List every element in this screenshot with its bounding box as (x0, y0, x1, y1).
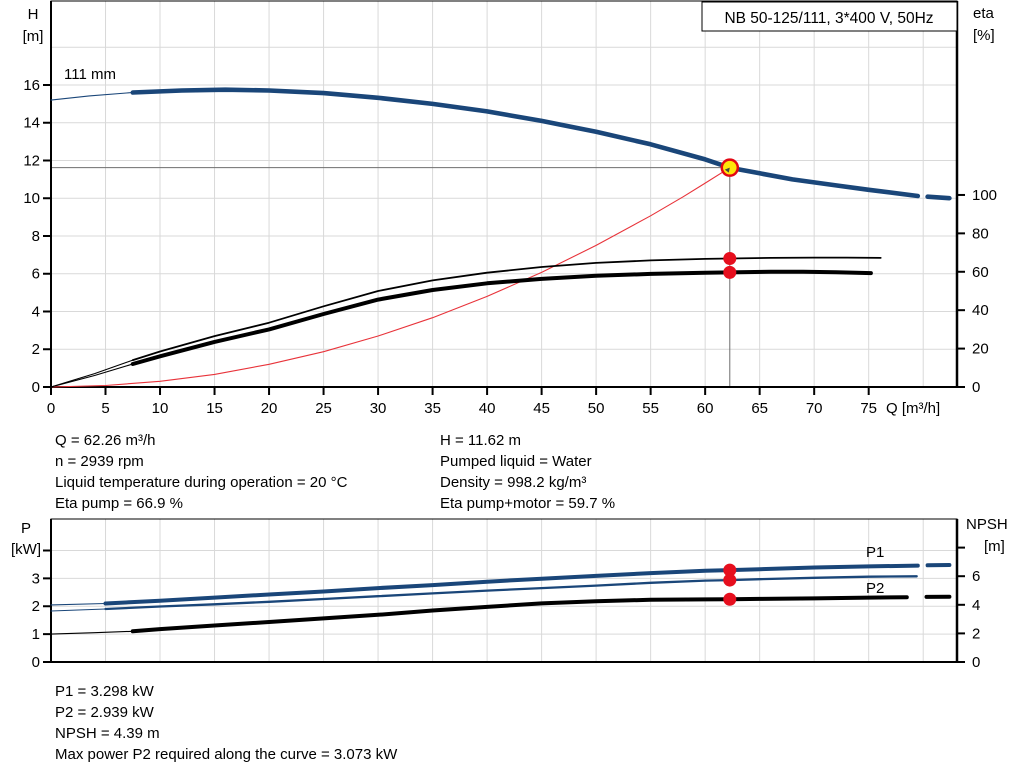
power-readout: P1 = 3.298 kW P2 = 2.939 kW NPSH = 4.39 … (55, 681, 397, 765)
npsh-axis-unit: [m] (984, 538, 1005, 555)
p-axis-label: P (21, 520, 31, 537)
readout-speed: n = 2939 rpm (55, 453, 144, 470)
left-tick-label: 12 (23, 152, 40, 169)
npsh-point (723, 592, 737, 606)
x-tick-label: 20 (261, 400, 278, 417)
left-tick-label: 6 (32, 266, 40, 283)
right-tick-label: 80 (972, 225, 989, 242)
right-tick-label: 4 (972, 597, 980, 614)
eta-pump-motor-lead (50, 363, 134, 388)
p2-curve (104, 575, 918, 611)
right-tick-label: 40 (972, 302, 989, 319)
right-tick-label: 20 (972, 341, 989, 358)
npsh-lead (50, 630, 134, 635)
q-axis-label: Q [m³/h] (886, 400, 940, 417)
right-tick-label: 100 (972, 187, 997, 204)
head-curve-lead (50, 91, 134, 101)
x-tick-label: 10 (152, 400, 169, 417)
left-tick-label: 0 (32, 654, 40, 671)
left-tick-label: 16 (23, 77, 40, 94)
p1-point (723, 563, 737, 577)
right-tick-label: 60 (972, 264, 989, 281)
left-tick-label: 1 (32, 626, 40, 643)
p-axis-unit: [kW] (11, 541, 41, 558)
readout-q: Q = 62.26 m³/h (55, 432, 156, 449)
head-curve-tail (925, 194, 952, 201)
eta-pump-curve (131, 256, 882, 362)
chart-title-box (701, 1, 958, 32)
eta-pump-motor-point (723, 265, 737, 279)
left-tick-label: 8 (32, 228, 40, 245)
system-curve (50, 167, 731, 388)
eta-axis-unit: [%] (973, 27, 995, 44)
left-tick-label: 3 (32, 570, 40, 587)
left-tick-label: 2 (32, 341, 40, 358)
duty-readout-left: Q = 62.26 m³/h n = 2939 rpm Liquid tempe… (55, 430, 347, 514)
readout-npsh: NPSH = 4.39 m (55, 725, 160, 742)
right-tick-label: 2 (972, 625, 980, 642)
readout-density: Density = 998.2 kg/m³ (440, 474, 587, 491)
eta-pump-lead (50, 359, 134, 388)
readout-p2: P2 = 2.939 kW (55, 704, 154, 721)
x-tick-label: 70 (806, 400, 823, 417)
x-tick-label: 35 (424, 400, 441, 417)
right-tick-label: 6 (972, 568, 980, 585)
left-tick-label: 14 (23, 115, 40, 132)
left-tick-label: 4 (32, 303, 40, 320)
p2-lead (50, 608, 107, 612)
x-tick-label: 0 (47, 400, 55, 417)
impeller-diameter-label: 111 mm (64, 66, 116, 83)
readout-pumped-liquid: Pumped liquid = Water (440, 453, 592, 470)
x-tick-label: 45 (533, 400, 550, 417)
x-tick-label: 40 (479, 400, 496, 417)
x-tick-label: 5 (101, 400, 109, 417)
x-tick-label: 15 (206, 400, 223, 417)
head-curve-111mm (130, 87, 921, 199)
left-tick-label: 0 (32, 379, 40, 396)
eta-pump-motor-curve (130, 269, 873, 366)
x-tick-label: 60 (697, 400, 714, 417)
duty-readout-right: H = 11.62 m Pumped liquid = Water Densit… (440, 430, 615, 514)
p2-point (723, 573, 737, 587)
eta-axis-label: eta (973, 5, 995, 22)
npsh-axis-label: NPSH (966, 516, 1008, 533)
x-tick-label: 50 (588, 400, 605, 417)
p1-lead (50, 602, 107, 606)
plot-frame (50, 0, 958, 388)
x-tick-label: 25 (315, 400, 332, 417)
p1-curve (103, 563, 920, 606)
x-tick-label: 55 (642, 400, 659, 417)
head-efficiency-chart: 0 2 4 6 8 10 12 14 16 0 20 40 60 80 100 0 5 10 15 20 25 30 35 4… (23, 0, 997, 417)
right-tick-label: 0 (972, 379, 980, 396)
duty-point-mark (724, 167, 730, 173)
chart-title: NB 50-125/111, 3*400 V, 50Hz (724, 10, 933, 27)
readout-eta-pump: Eta pump = 66.9 % (55, 495, 183, 512)
h-axis-label: H (28, 6, 39, 23)
p1-curve-label: P1 (866, 544, 884, 561)
left-tick-label: 10 (23, 190, 40, 207)
left-tick-label: 2 (32, 598, 40, 615)
readout-liquid-temp: Liquid temperature during operation = 20… (55, 474, 348, 491)
p2-curve-label: P2 (866, 580, 884, 597)
x-tick-label: 30 (370, 400, 387, 417)
readout-max-p2: Max power P2 required along the curve = … (55, 746, 398, 763)
npsh-curve (130, 595, 909, 634)
x-tick-label: 65 (751, 400, 768, 417)
power-npsh-chart: 0 1 2 3 0 2 4 6 (32, 518, 980, 671)
readout-head: H = 11.62 m (440, 432, 522, 449)
readout-p1: P1 = 3.298 kW (55, 683, 154, 700)
x-tick-label: 75 (860, 400, 877, 417)
right-tick-label: 0 (972, 654, 980, 671)
readout-eta-pump-motor: Eta pump+motor = 59.7 % (440, 495, 616, 512)
h-axis-unit: [m] (23, 28, 44, 45)
eta-pump-point (723, 252, 737, 266)
